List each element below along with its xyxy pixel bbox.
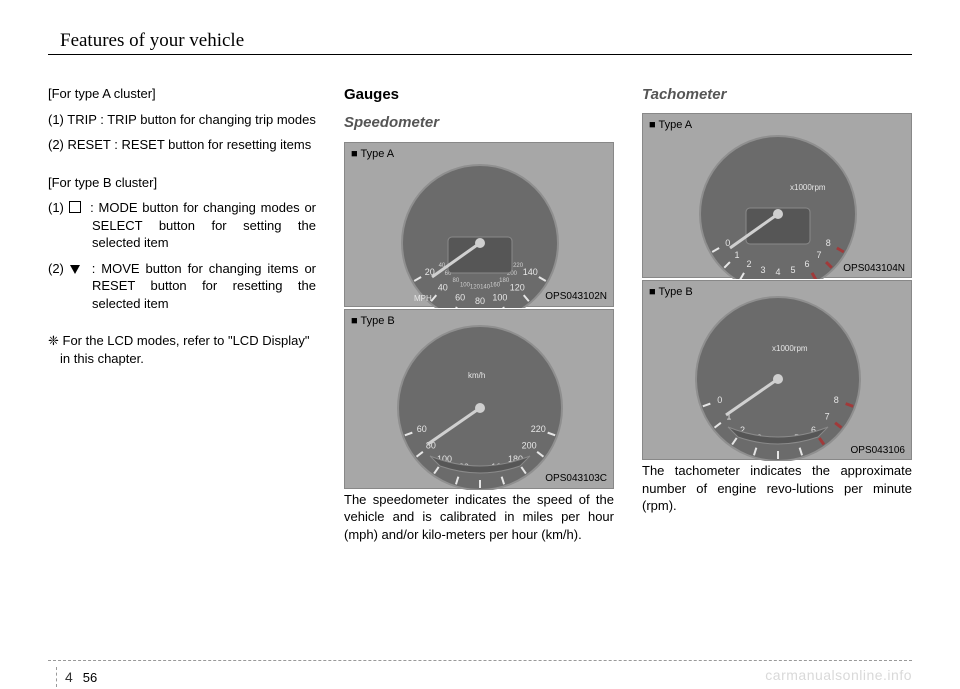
svg-text:km/h: km/h (468, 371, 485, 380)
speedometer-heading: Speedometer (344, 113, 614, 133)
tachometer-a-svg: 012345678 x1000rpm (643, 114, 913, 279)
svg-text:220: 220 (531, 424, 546, 434)
type-a-item-1: (1) TRIP : TRIP button for changing trip… (48, 111, 316, 129)
svg-text:x1000rpm: x1000rpm (772, 344, 808, 353)
speedometer-a-svg: 2040608010012014040608010012014016018020… (345, 143, 615, 308)
svg-text:5: 5 (791, 265, 796, 275)
spacer (48, 162, 316, 174)
speedometer-type-a-figure: ■ Type A OPS043102N 20406080100120140406… (344, 142, 614, 307)
svg-text:0: 0 (717, 395, 722, 405)
lcd-note: ❈ For the LCD modes, refer to "LCD Displ… (48, 332, 316, 367)
tachometer-type-a-figure: ■ Type A OPS043104N 012345678 x1000rpm (642, 113, 912, 278)
svg-text:8: 8 (826, 238, 831, 248)
tachometer-b-svg: 012345678 x1000rpm (643, 281, 913, 461)
footer-chapter: 4 (65, 669, 73, 685)
speedometer-body: The speedometer indicates the speed of t… (344, 491, 614, 544)
gauges-heading: Gauges (344, 85, 614, 105)
svg-text:120: 120 (470, 284, 481, 290)
svg-text:60: 60 (417, 424, 427, 434)
mode-icon (69, 201, 81, 213)
svg-text:3: 3 (760, 265, 765, 275)
speedometer-b-svg: 6080100120140160180200220 km/h (345, 310, 615, 490)
footer: 4 56 (48, 660, 912, 665)
svg-text:200: 200 (522, 440, 537, 450)
column-2: Gauges Speedometer ■ Type A OPS043102N 2… (344, 85, 614, 551)
page: Features of your vehicle [For type A clu… (0, 0, 960, 689)
type-a-heading: [For type A cluster] (48, 85, 316, 103)
svg-text:100: 100 (492, 292, 507, 302)
tachometer-type-b-figure: ■ Type B OPS043106 012345678 x1000rpm (642, 280, 912, 460)
columns: [For type A cluster] (1) TRIP : TRIP but… (48, 85, 912, 551)
watermark: carmanualsonline.info (765, 667, 912, 683)
svg-text:140: 140 (523, 267, 538, 277)
type-b-item-1: (1) : MODE button for changing modes or … (48, 199, 316, 252)
spacer (48, 320, 316, 332)
type-a-item-2: (2) RESET : RESET button for resetting i… (48, 136, 316, 154)
svg-text:7: 7 (817, 250, 822, 260)
footer-page: 4 56 (56, 667, 97, 687)
column-3: Tachometer ■ Type A OPS043104N 012345678… (642, 85, 912, 551)
svg-text:80: 80 (452, 277, 459, 283)
type-b-heading: [For type B cluster] (48, 174, 316, 192)
svg-text:2: 2 (746, 259, 751, 269)
svg-text:80: 80 (475, 296, 485, 306)
svg-text:40: 40 (438, 282, 448, 292)
tachometer-body: The tachometer indicates the approximate… (642, 462, 912, 515)
svg-text:180: 180 (499, 277, 510, 283)
header-rule: Features of your vehicle (48, 30, 912, 55)
footer-pagenum: 56 (83, 670, 97, 685)
svg-text:7: 7 (825, 412, 830, 422)
tachometer-heading: Tachometer (642, 85, 912, 105)
header-title: Features of your vehicle (48, 30, 244, 51)
svg-text:x1000rpm: x1000rpm (790, 183, 826, 192)
svg-text:8: 8 (834, 395, 839, 405)
svg-text:220: 220 (513, 263, 524, 269)
svg-text:4: 4 (775, 267, 780, 277)
svg-text:60: 60 (455, 292, 465, 302)
svg-text:6: 6 (804, 259, 809, 269)
svg-text:MPH: MPH (414, 294, 432, 303)
move-icon (70, 265, 80, 274)
column-1: [For type A cluster] (1) TRIP : TRIP but… (48, 85, 316, 551)
svg-text:120: 120 (510, 282, 525, 292)
svg-text:1: 1 (734, 250, 739, 260)
speedometer-type-b-figure: ■ Type B OPS043103C 60801001201401601802… (344, 309, 614, 489)
type-b-item-2: (2) : MOVE button for changing items or … (48, 260, 316, 313)
